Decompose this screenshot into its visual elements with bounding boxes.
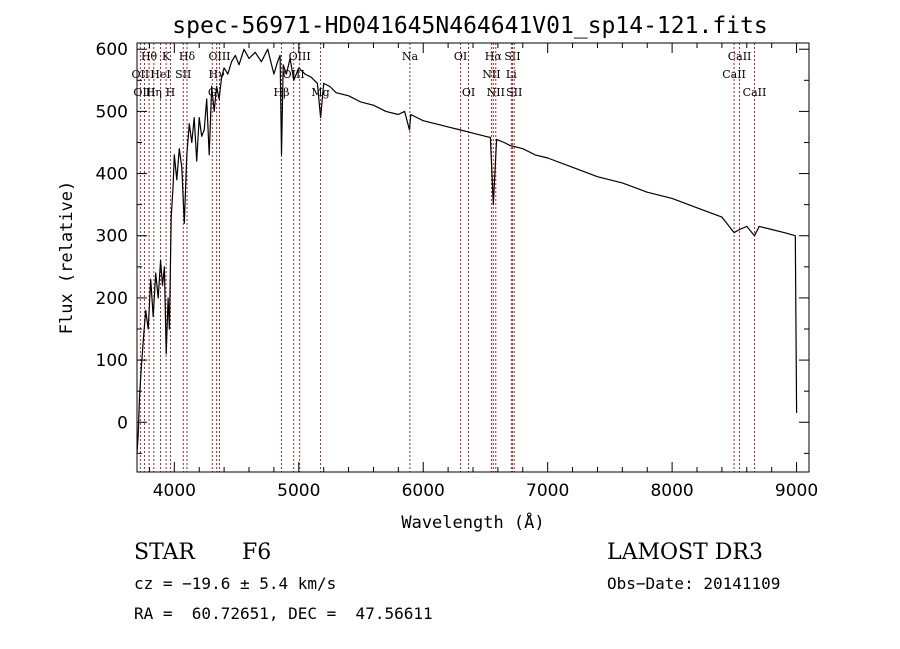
line-label: HeI	[150, 68, 170, 81]
line-label: OI	[454, 50, 467, 63]
y-tick-label: 200	[96, 289, 128, 309]
spectrum-chart: spec-56971-HD041645N464641V01_sp14-121.f…	[57, 13, 818, 533]
redshift-readout: cz = −19.6 ± 5.4 km/s	[134, 574, 337, 593]
x-tick-label: 7000	[526, 481, 569, 501]
line-label: OIII	[208, 50, 230, 63]
line-label: Li	[506, 68, 517, 81]
line-label: OII	[132, 68, 150, 81]
plot-frame	[136, 42, 810, 473]
x-axis-label: Wavelength (Å)	[401, 511, 544, 533]
line-label: Na	[402, 50, 419, 63]
object-class: STAR	[134, 540, 195, 565]
line-label: SII	[175, 68, 191, 81]
y-tick-label: 0	[117, 413, 128, 433]
object-subclass: F6	[242, 540, 272, 565]
y-tick-label: 600	[96, 40, 128, 60]
y-axis-label: Flux (relative)	[57, 181, 77, 335]
line-label: H	[166, 86, 176, 99]
line-label: OIII	[133, 86, 155, 99]
x-tick-label: 5000	[277, 481, 320, 501]
line-label: OIII	[289, 50, 311, 63]
y-tick-label: 400	[96, 165, 128, 185]
line-label: NII	[482, 68, 500, 81]
line-label: OIII	[283, 68, 305, 81]
coordinates-readout: RA = 60.72651, DEC = 47.56611	[134, 604, 433, 623]
line-label: NII	[487, 86, 505, 99]
observation-date: Obs−Date: 20141109	[607, 574, 781, 593]
line-label: Hα	[485, 50, 503, 63]
line-label: Hβ	[274, 86, 290, 99]
x-tick-label: 9000	[775, 481, 818, 501]
y-tick-label: 100	[96, 351, 128, 371]
x-tick-label: 4000	[153, 481, 196, 501]
x-tick-label: 8000	[650, 481, 693, 501]
line-label: CaII	[722, 68, 746, 81]
y-tick-label: 500	[96, 102, 128, 122]
spectrum-line	[136, 48, 798, 454]
survey-label: LAMOST DR3	[607, 540, 763, 565]
x-tick-label: 6000	[402, 481, 445, 501]
line-label: SII	[504, 50, 520, 63]
line-label: K	[162, 50, 171, 63]
chart-title: spec-56971-HD041645N464641V01_sp14-121.f…	[172, 13, 767, 39]
line-label: Hθ	[141, 50, 158, 63]
line-label: SII	[506, 86, 522, 99]
line-label: CaII	[743, 86, 767, 99]
line-label: Mg	[311, 86, 329, 99]
y-tick-label: 300	[96, 227, 128, 247]
line-label: CaII	[728, 50, 752, 63]
line-label: Hδ	[179, 50, 196, 63]
line-label: Hη	[146, 86, 162, 99]
line-label: OI	[462, 86, 475, 99]
